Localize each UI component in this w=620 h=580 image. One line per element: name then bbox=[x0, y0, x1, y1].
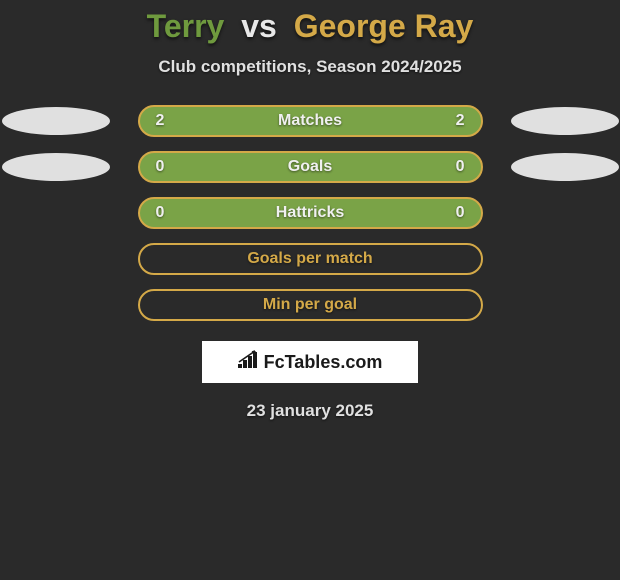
stat-row: 2 Matches 2 bbox=[0, 105, 620, 137]
player2-name: George Ray bbox=[294, 8, 474, 44]
stats-list: 2 Matches 2 0 Goals 0 0 Hattricks 0 Goals per mat… bbox=[0, 105, 620, 321]
page-title: Terry vs George Ray bbox=[0, 8, 620, 45]
player1-badge bbox=[2, 107, 110, 135]
comparison-widget: Terry vs George Ray Club competitions, S… bbox=[0, 0, 620, 580]
player1-name: Terry bbox=[147, 8, 225, 44]
date-label: 23 january 2025 bbox=[0, 401, 620, 421]
stat-value-right: 0 bbox=[445, 204, 465, 222]
stat-value-right: 0 bbox=[445, 158, 465, 176]
stat-label: Matches bbox=[278, 112, 342, 130]
stat-value-right: 2 bbox=[445, 112, 465, 130]
stat-label: Goals bbox=[288, 158, 332, 176]
player1-badge bbox=[2, 153, 110, 181]
player2-badge bbox=[511, 153, 619, 181]
player2-badge bbox=[511, 107, 619, 135]
stat-bar: Min per goal bbox=[138, 289, 483, 321]
stat-value-left: 0 bbox=[156, 158, 176, 176]
stat-bar: 0 Hattricks 0 bbox=[138, 197, 483, 229]
stat-bar: 0 Goals 0 bbox=[138, 151, 483, 183]
stat-label: Hattricks bbox=[276, 204, 344, 222]
subtitle: Club competitions, Season 2024/2025 bbox=[0, 57, 620, 77]
brand-logo-label: FcTables.com bbox=[264, 352, 383, 373]
brand-logo[interactable]: FcTables.com bbox=[202, 341, 418, 383]
stat-row: Min per goal bbox=[0, 289, 620, 321]
chart-icon bbox=[238, 350, 260, 375]
stat-label: Goals per match bbox=[247, 250, 372, 268]
stat-bar: 2 Matches 2 bbox=[138, 105, 483, 137]
brand-logo-text: FcTables.com bbox=[238, 350, 383, 375]
stat-value-left: 2 bbox=[156, 112, 176, 130]
vs-label: vs bbox=[241, 8, 277, 44]
stat-label: Min per goal bbox=[263, 296, 357, 314]
stat-row: 0 Goals 0 bbox=[0, 151, 620, 183]
stat-bar: Goals per match bbox=[138, 243, 483, 275]
stat-value-left: 0 bbox=[156, 204, 176, 222]
stat-row: Goals per match bbox=[0, 243, 620, 275]
stat-row: 0 Hattricks 0 bbox=[0, 197, 620, 229]
